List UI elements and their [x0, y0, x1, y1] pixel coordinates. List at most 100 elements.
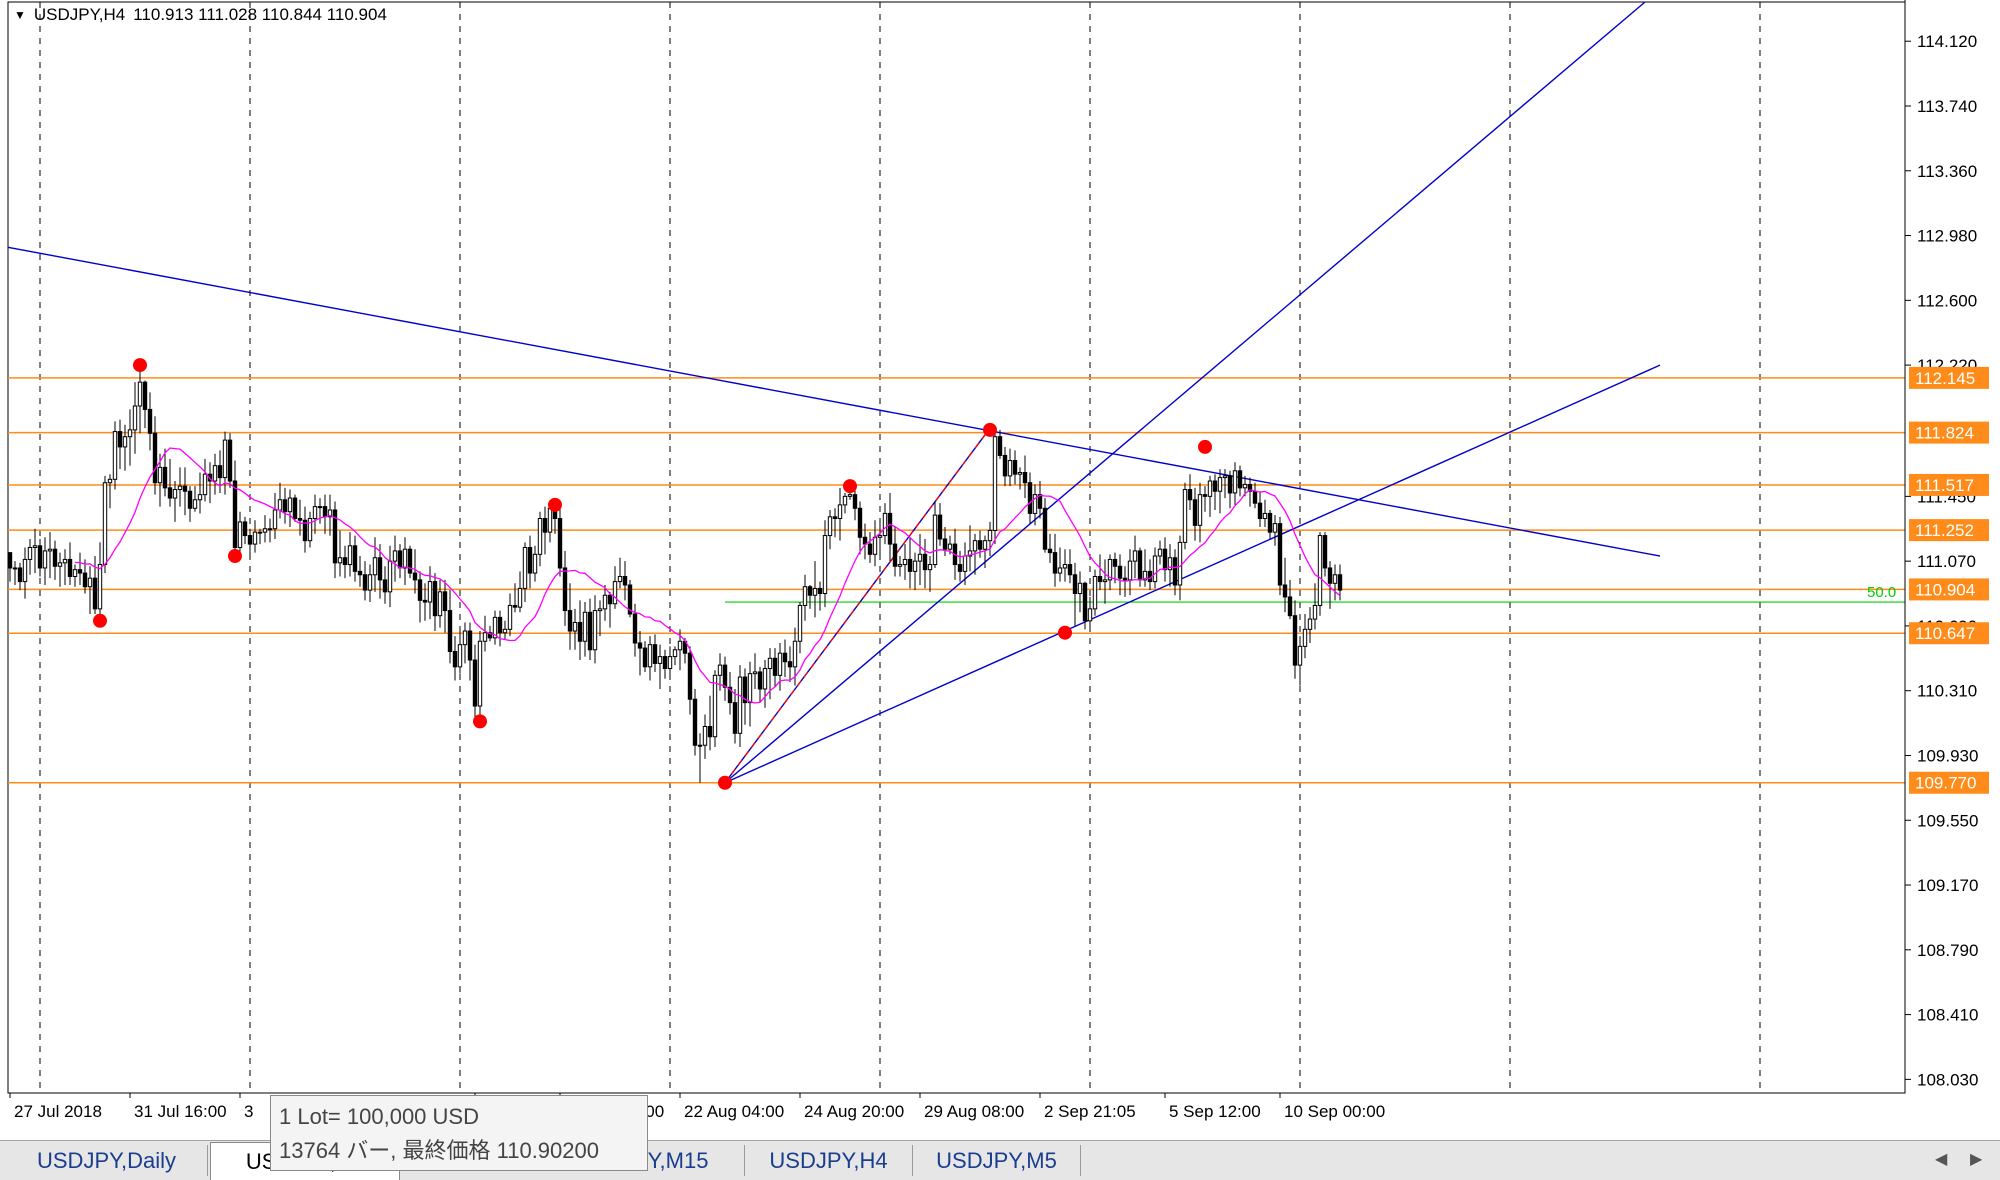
- candle-body: [1022, 471, 1028, 484]
- candle-body: [1247, 483, 1253, 492]
- candle-body: [332, 509, 338, 564]
- pivot-marker: [473, 714, 487, 729]
- candle-body: [372, 557, 378, 576]
- candle-body: [992, 436, 998, 531]
- candle-body: [307, 518, 313, 542]
- dropdown-arrow-icon[interactable]: ▼: [14, 8, 26, 22]
- level-badge: [1909, 771, 1989, 794]
- candle-body: [387, 560, 393, 593]
- candle-body: [1132, 550, 1138, 562]
- scroll-right-icon[interactable]: ▶: [1970, 1151, 1983, 1168]
- time-tick-label: 2 Sep 21:05: [1044, 1102, 1136, 1121]
- helper-dashed-line: [724, 427, 991, 784]
- candle-body: [357, 570, 363, 576]
- candle-body: [267, 528, 273, 531]
- candle-body: [662, 656, 668, 670]
- candle-body: [557, 518, 563, 569]
- candle-body: [1222, 475, 1228, 479]
- candle-body: [932, 514, 938, 566]
- candle-body: [482, 632, 488, 642]
- candle-body: [422, 599, 428, 603]
- candle-body: [517, 587, 523, 608]
- candle-body: [677, 640, 683, 651]
- candle-body: [1207, 480, 1213, 497]
- candle-body: [162, 466, 168, 489]
- candle-body: [742, 676, 748, 704]
- candle-body: [512, 604, 518, 608]
- candle-body: [687, 652, 693, 700]
- candle-body: [1107, 558, 1113, 581]
- level-badge-label: 112.145: [1915, 369, 1975, 388]
- chart-window[interactable]: 50.0 114.120 113.740 113.360 112.980 112.600…: [0, 0, 2000, 1140]
- candle-body: [12, 567, 18, 570]
- candle-body: [967, 550, 973, 557]
- candle-body: [177, 485, 183, 491]
- tab-usdjpy-daily[interactable]: USDJPY,Daily: [6, 1145, 208, 1176]
- level-badge-label: 111.517: [1915, 476, 1974, 495]
- candle-body: [142, 381, 148, 410]
- candle-body: [277, 499, 283, 511]
- candle-body: [92, 577, 98, 610]
- candle-body: [762, 668, 768, 690]
- candle-body: [452, 650, 458, 668]
- level-badge-label: 110.647: [1915, 624, 1975, 643]
- candle-body: [957, 564, 963, 572]
- candle-body: [72, 569, 78, 577]
- candle-body: [197, 494, 203, 501]
- candle-body: [247, 535, 253, 545]
- candle-body: [507, 604, 513, 630]
- candle-body: [252, 531, 258, 545]
- candle-body: [1297, 645, 1303, 666]
- price-tick-label: 108.790: [1917, 941, 1978, 960]
- fib-label: 50.0: [1867, 584, 1896, 601]
- tab-usdjpy-m5[interactable]: USDJPY,M5: [913, 1145, 1081, 1176]
- candle-body: [302, 519, 308, 542]
- candle-body: [997, 436, 1003, 456]
- candle-body: [442, 591, 448, 612]
- candle-body: [292, 497, 298, 520]
- candle-body: [1202, 494, 1208, 497]
- pivot-marker: [1058, 625, 1072, 640]
- moving-average-line: [74, 447, 1341, 704]
- candle-body: [207, 473, 213, 482]
- candle-body: [1042, 507, 1048, 550]
- candle-body: [1062, 564, 1068, 569]
- candle-body: [172, 489, 178, 499]
- candle-body: [367, 574, 373, 591]
- candle-body: [1112, 558, 1118, 567]
- candle-body: [1087, 608, 1093, 622]
- tooltip-lot-size: 1 Lot= 100,000 USD: [279, 1104, 479, 1129]
- price-tick-label: 112.600: [1917, 291, 1977, 310]
- price-tick-label: 109.550: [1917, 811, 1978, 830]
- pivot-marker: [93, 613, 107, 628]
- candle-body: [1332, 574, 1338, 584]
- price-chart[interactable]: 50.0 114.120 113.740 113.360 112.980 112.600…: [0, 0, 2000, 1140]
- candle-body: [437, 591, 443, 617]
- candle-body: [917, 553, 923, 562]
- candle-body: [147, 408, 153, 434]
- candle-body: [47, 548, 53, 552]
- candle-body: [347, 545, 353, 566]
- price-tick-label: 108.410: [1917, 1006, 1978, 1025]
- candle-body: [547, 507, 553, 533]
- candle-body: [772, 657, 778, 676]
- candle-body: [37, 545, 43, 569]
- candle-body: [382, 579, 388, 593]
- candle-body: [912, 560, 918, 572]
- candle-body: [1212, 480, 1218, 492]
- pivot-marker: [718, 775, 732, 790]
- candle-body: [202, 473, 208, 496]
- price-tick-label: 114.120: [1917, 32, 1977, 51]
- candle-body: [242, 521, 248, 537]
- candle-body: [467, 630, 473, 661]
- tab-usdjpy-h4[interactable]: USDJPY,H4: [745, 1145, 913, 1176]
- candle-body: [1052, 552, 1058, 574]
- candle-body: [1327, 567, 1333, 584]
- candle-body: [32, 545, 38, 548]
- pivot-marker: [1198, 439, 1212, 454]
- candle-body: [1272, 523, 1278, 533]
- candle-body: [57, 562, 63, 567]
- trend-line: [724, 1, 1646, 784]
- scroll-left-icon[interactable]: ◀: [1935, 1151, 1948, 1168]
- time-tick-label: 5 Sep 12:00: [1169, 1102, 1261, 1121]
